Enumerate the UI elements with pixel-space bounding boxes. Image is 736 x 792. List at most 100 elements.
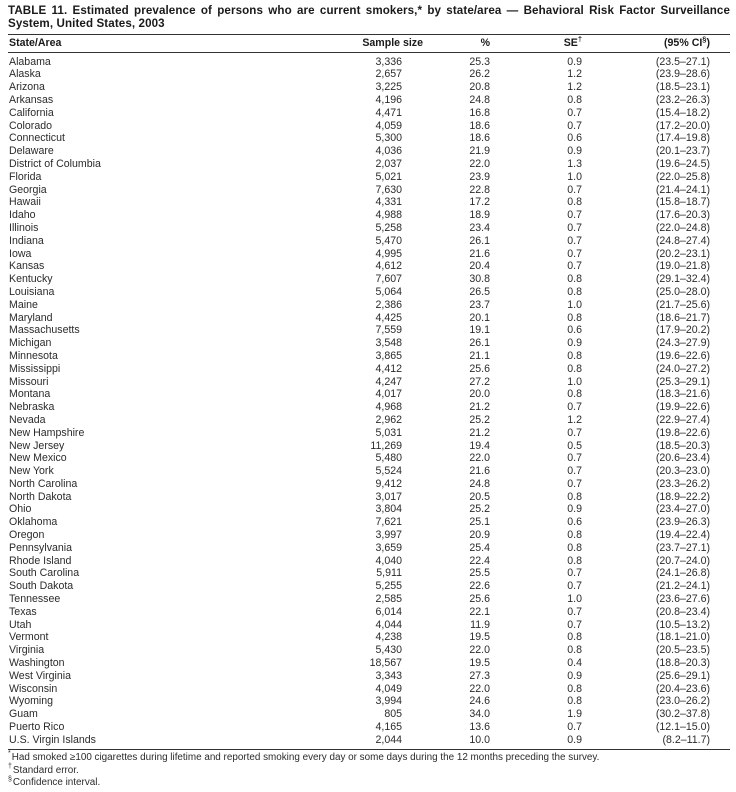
cell-confidence-interval: (15.4–18.2) [655, 106, 710, 119]
cell-state-area: Maryland [9, 311, 53, 324]
cell-confidence-interval: (20.4–23.6) [655, 682, 710, 695]
cell-percent: 26.1 [469, 337, 490, 350]
cell-state-area: Connecticut [9, 132, 65, 145]
cell-confidence-interval: (24.0–27.2) [655, 362, 710, 375]
cell-percent: 26.2 [469, 68, 490, 81]
cell-percent: 24.6 [469, 695, 490, 708]
cell-confidence-interval: (20.7–24.0) [655, 554, 710, 567]
cell-confidence-interval: (17.4–19.8) [655, 132, 710, 145]
cell-state-area: Wyoming [9, 695, 54, 708]
cell-confidence-interval: (23.7–27.1) [655, 541, 710, 554]
table-row: Vermont 4,238 19.5 0.8 (18.1–21.0) [8, 631, 730, 644]
cell-standard-error: 0.9 [567, 503, 582, 516]
cell-sample-size: 3,017 [375, 490, 402, 503]
table-row: Washington 18,567 19.5 0.4 (18.8–20.3) [8, 657, 730, 670]
cell-state-area: Alaska [9, 68, 41, 81]
cell-confidence-interval: (25.3–29.1) [655, 375, 710, 388]
cell-percent: 18.9 [469, 209, 490, 222]
cell-sample-size: 3,997 [375, 529, 402, 542]
cell-sample-size: 4,425 [375, 311, 402, 324]
cell-state-area: Kansas [9, 260, 45, 273]
cell-sample-size: 2,962 [375, 413, 402, 426]
cell-state-area: Puerto Rico [9, 721, 65, 734]
cell-sample-size: 4,040 [375, 554, 402, 567]
cell-confidence-interval: (8.2–11.7) [600, 733, 730, 750]
cell-standard-error: 0.7 [567, 618, 582, 631]
cell-sample-size: 4,612 [375, 260, 402, 273]
cell-sample-size: 4,995 [375, 247, 402, 260]
cell-sample-size: 5,470 [375, 234, 402, 247]
table-row: Massachusetts 7,559 19.1 0.6 (17.9–20.2) [8, 324, 730, 337]
cell-percent: 20.8 [469, 81, 490, 94]
cell-percent: 21.2 [469, 426, 490, 439]
cell-standard-error: 0.7 [567, 465, 582, 478]
table-row: North Dakota 3,017 20.5 0.8 (18.9–22.2) [8, 491, 730, 504]
cell-percent: 21.2 [469, 401, 490, 414]
cell-percent: 25.1 [469, 516, 490, 529]
cell-state-area: Guam [9, 708, 38, 721]
cell-confidence-interval: (17.9–20.2) [655, 324, 710, 337]
col-header-state-area: State/Area [8, 33, 328, 53]
cell-confidence-interval: (23.9–28.6) [655, 68, 710, 81]
cell-state-area: Nebraska [9, 401, 55, 414]
cell-confidence-interval: (22.0–25.8) [655, 170, 710, 183]
cell-confidence-interval: (18.3–21.6) [655, 388, 710, 401]
table-row: Idaho 4,988 18.9 0.7 (17.6–20.3) [8, 209, 730, 222]
cell-standard-error: 0.7 [567, 183, 582, 196]
cell-sample-size: 5,300 [375, 132, 402, 145]
table-row: Ohio 3,804 25.2 0.9 (23.4–27.0) [8, 503, 730, 516]
cell-sample-size: 3,336 [375, 55, 402, 68]
footnotes: *Had smoked ≥100 cigarettes during lifet… [8, 750, 730, 791]
footnote-marker: § [8, 776, 12, 784]
section-footnote-symbol: § [702, 34, 707, 44]
table-row: Wyoming 3,994 24.6 0.8 (23.0–26.2) [8, 695, 730, 708]
cell-standard-error: 0.8 [567, 285, 582, 298]
cell-state-area: West Virginia [9, 669, 72, 682]
table-row: Minnesota 3,865 21.1 0.8 (19.6–22.6) [8, 350, 730, 363]
cell-state-area: Florida [9, 170, 42, 183]
cell-state-area: Missouri [9, 375, 49, 388]
cell-standard-error: 1.2 [567, 81, 582, 94]
cell-state-area: Idaho [9, 209, 36, 222]
cell-percent: 22.8 [469, 183, 490, 196]
cell-standard-error: 1.3 [567, 157, 582, 170]
cell-percent: 24.8 [469, 93, 490, 106]
cell-confidence-interval: (22.9–27.4) [655, 413, 710, 426]
cell-standard-error: 0.8 [567, 644, 582, 657]
cell-confidence-interval: (19.4–22.4) [655, 529, 710, 542]
table-row: Pennsylvania 3,659 25.4 0.8 (23.7–27.1) [8, 542, 730, 555]
cell-percent: 19.5 [469, 631, 490, 644]
footnote: *Had smoked ≥100 cigarettes during lifet… [8, 750, 600, 763]
cell-state-area: New Mexico [9, 452, 67, 465]
table-row: Kentucky 7,607 30.8 0.8 (29.1–32.4) [8, 273, 730, 286]
cell-standard-error: 0.7 [567, 260, 582, 273]
cell-percent: 21.6 [469, 465, 490, 478]
table-row: West Virginia 3,343 27.3 0.9 (25.6–29.1) [8, 670, 730, 683]
cell-percent: 20.0 [469, 388, 490, 401]
table-row: New Jersey 11,269 19.4 0.5 (18.5–20.3) [8, 440, 730, 453]
cell-state-area: Louisiana [9, 285, 55, 298]
col-header-sample-size: Sample size [328, 33, 423, 53]
table-row: Nevada 2,962 25.2 1.2 (22.9–27.4) [8, 414, 730, 427]
cell-confidence-interval: (20.6–23.4) [655, 452, 710, 465]
ci-label: (95% CI [664, 36, 703, 49]
cell-confidence-interval: (15.8–18.7) [655, 196, 710, 209]
cell-sample-size: 5,021 [375, 170, 402, 183]
cell-percent: 34.0 [469, 708, 490, 721]
cell-standard-error: 0.9 [567, 337, 582, 350]
cell-sample-size: 5,255 [375, 580, 402, 593]
cell-percent: 18.6 [469, 119, 490, 132]
cell-sample-size: 3,659 [375, 541, 402, 554]
table-row: Alabama 3,336 25.3 0.9 (23.5–27.1) [8, 52, 730, 68]
table-row: Rhode Island 4,040 22.4 0.8 (20.7–24.0) [8, 555, 730, 568]
cell-state-area: Arizona [9, 81, 45, 94]
cell-sample-size: 2,037 [375, 157, 402, 170]
cell-sample-size: 7,630 [375, 183, 402, 196]
cell-sample-size: 3,343 [375, 669, 402, 682]
cell-confidence-interval: (21.7–25.6) [655, 298, 710, 311]
cell-sample-size: 3,225 [375, 81, 402, 94]
cell-confidence-interval: (21.2–24.1) [655, 580, 710, 593]
cell-state-area: Vermont [9, 631, 49, 644]
cell-sample-size: 5,031 [375, 426, 402, 439]
